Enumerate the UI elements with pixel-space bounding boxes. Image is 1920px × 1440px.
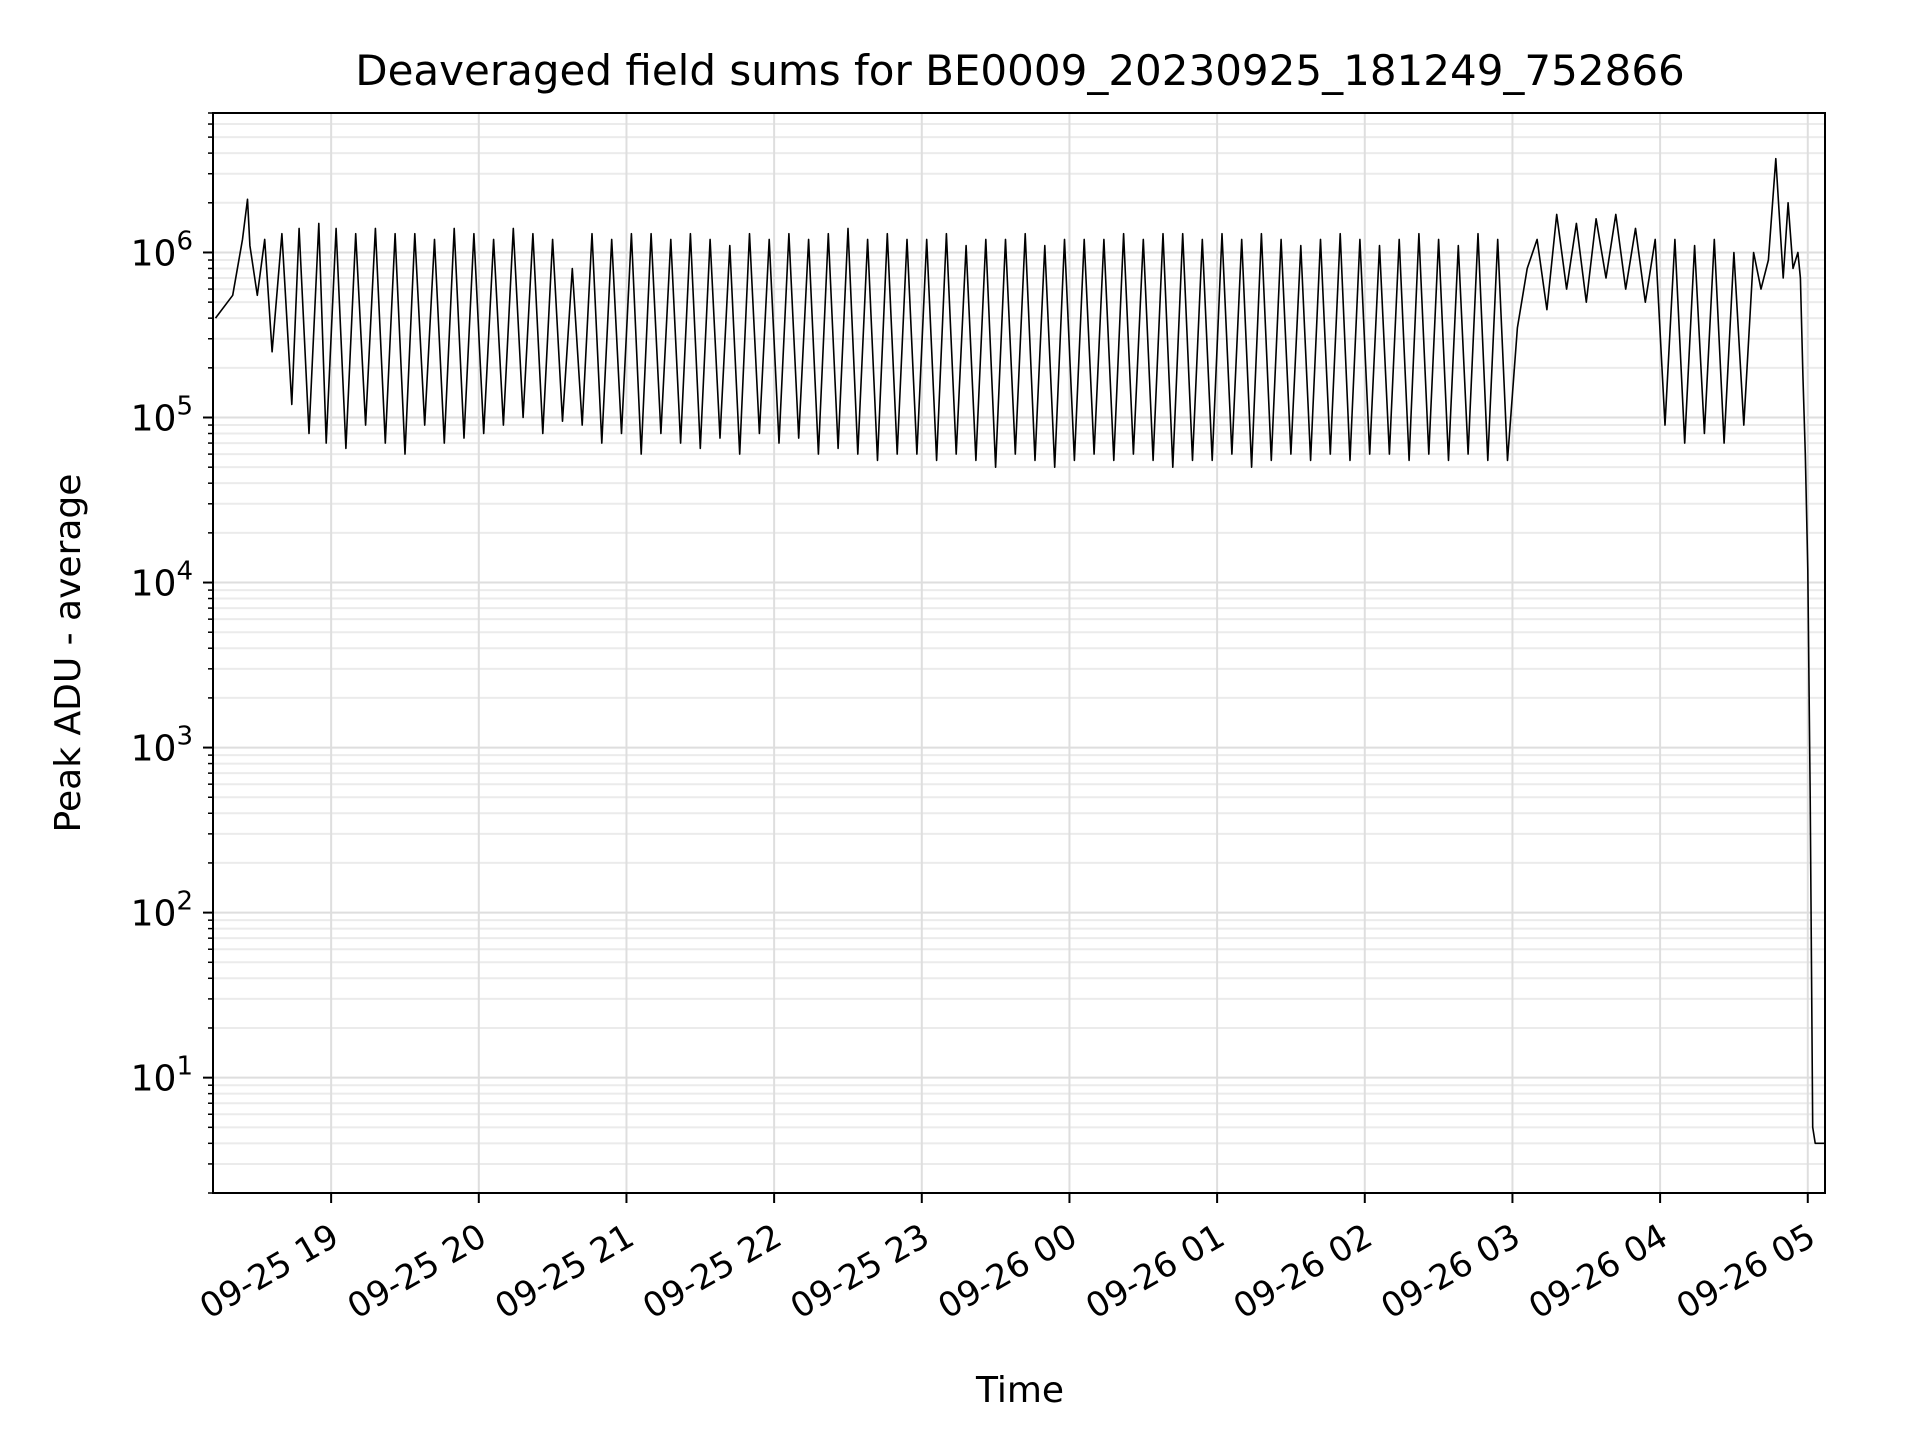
y-axis: 101 102 103 104 105 106 (131, 112, 213, 1194)
chart-title: Deaveraged field sums for BE0009_2023092… (355, 46, 1685, 95)
y-tick-label: 101 (131, 1052, 193, 1100)
y-tick-label: 102 (131, 887, 193, 935)
series-line (214, 157, 1825, 1145)
y-axis-label: Peak ADU - average (48, 474, 89, 833)
y-tick-label: 104 (131, 557, 193, 605)
x-axis-label: Time (975, 1370, 1064, 1411)
data-series-line (214, 157, 1825, 1145)
plot-area-frame (212, 112, 1826, 1194)
y-tick-label: 106 (131, 226, 193, 274)
y-tick-label: 105 (131, 392, 193, 440)
y-tick-label: 103 (131, 722, 193, 770)
grid-lines (213, 112, 1825, 1194)
